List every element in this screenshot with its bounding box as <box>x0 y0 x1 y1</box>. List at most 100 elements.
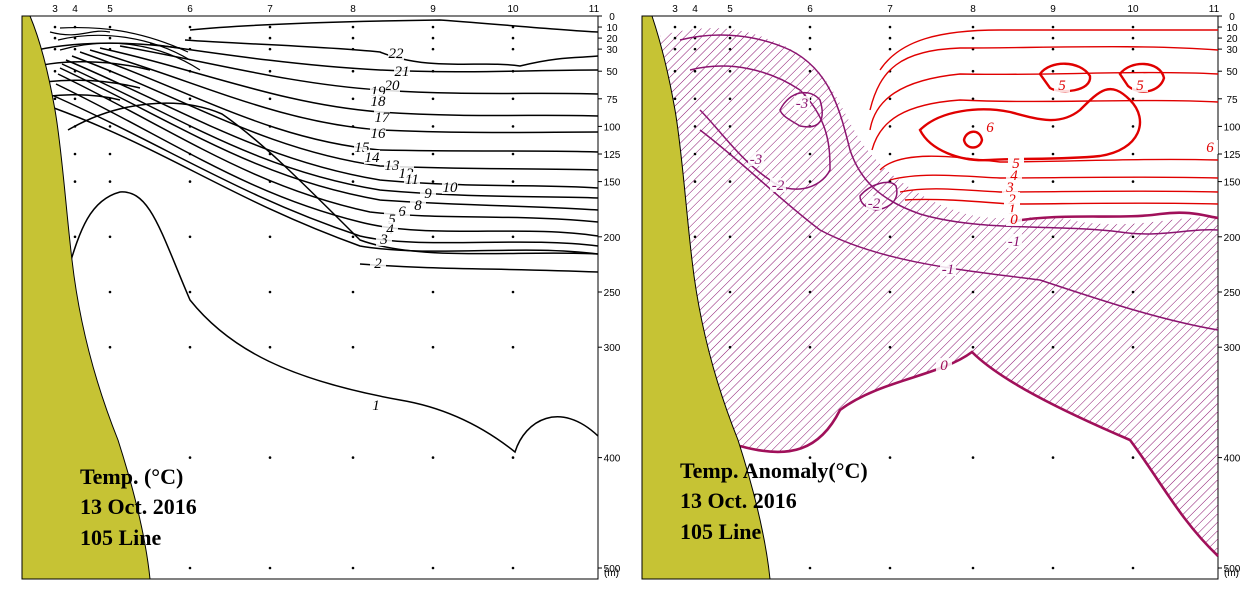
sample-dot <box>1131 180 1135 183</box>
sample-dot <box>1051 456 1055 459</box>
depth-tick-label: 250 <box>604 288 621 299</box>
sample-dot <box>1051 47 1055 51</box>
sample-dot <box>888 47 892 51</box>
depth-tick-label: 75 <box>1226 95 1238 106</box>
sample-dot <box>673 97 677 101</box>
sample-dot <box>728 290 732 294</box>
station-tick-label: 8 <box>350 4 356 15</box>
sample-dot <box>808 25 812 29</box>
sample-dot <box>728 47 732 51</box>
sample-dot <box>888 235 892 239</box>
depth-tick-label: 400 <box>1224 454 1241 465</box>
contour-label: 20 <box>385 78 401 94</box>
depth-unit-label: (m) <box>1224 568 1239 579</box>
sample-dot <box>431 345 435 349</box>
depth-tick-label: 10 <box>1226 23 1238 34</box>
station-tick-label: 6 <box>807 4 813 15</box>
sample-dot <box>351 345 355 349</box>
sample-dot <box>511 290 515 294</box>
depth-tick-label: 200 <box>604 233 621 244</box>
sample-dot <box>1131 235 1135 239</box>
station-sample-dots <box>53 25 515 570</box>
sample-dot <box>673 69 677 73</box>
contour-label: 6 <box>398 204 406 220</box>
sample-dot <box>188 345 192 349</box>
sample-dot <box>1131 25 1135 29</box>
sample-dot <box>108 36 112 40</box>
sample-dot <box>53 69 57 73</box>
sample-dot <box>971 566 975 570</box>
sample-dot <box>73 97 77 101</box>
sample-dot <box>431 235 435 239</box>
upper-zero-anomaly-contour <box>1009 211 1219 224</box>
anomaly-line-label: 105 Line <box>680 519 762 544</box>
sample-dot <box>728 97 732 101</box>
depth-tick-label: 30 <box>606 45 618 56</box>
sample-dot <box>511 180 515 183</box>
contour-label-background <box>940 262 956 276</box>
sample-dot <box>808 152 812 156</box>
temperature-title: Temp. (°C) <box>80 464 183 489</box>
sample-dot <box>511 152 515 156</box>
sample-dot <box>728 235 732 239</box>
depth-tick-label: 20 <box>606 34 618 45</box>
sample-dot <box>971 235 975 239</box>
sample-dot <box>808 566 812 570</box>
depth-tick-label: 400 <box>604 454 621 465</box>
contour-label: -1 <box>1008 234 1021 250</box>
contour-label: 18 <box>371 94 387 110</box>
sample-dot <box>108 345 112 349</box>
sample-dot <box>268 235 272 239</box>
contour-label: 3 <box>1005 180 1014 196</box>
station-axis: 3 4 5 6 7 8 9 10 11 <box>672 4 1219 15</box>
sample-dot <box>268 566 272 570</box>
sample-dot <box>808 345 812 349</box>
contour-label: -2 <box>868 196 881 212</box>
sample-dot <box>431 47 435 51</box>
sample-dot <box>1051 125 1055 128</box>
sample-dot <box>1051 25 1055 29</box>
sample-dot <box>808 69 812 73</box>
sample-dot <box>888 290 892 294</box>
station-tick-label: 6 <box>187 4 193 15</box>
contour-label: 8 <box>414 198 422 214</box>
sample-dot <box>888 456 892 459</box>
contour-label: 5 <box>388 212 396 228</box>
temperature-annotation: Temp. (°C) 13 Oct. 2016 105 Line <box>80 464 197 550</box>
depth-tick-label: 100 <box>604 122 621 133</box>
depth-tick-label: 0 <box>1229 12 1235 23</box>
contour-label: 6 <box>986 120 994 136</box>
contour-label: -2 <box>772 178 785 194</box>
contour-label: 2 <box>374 256 382 272</box>
sample-dot <box>971 290 975 294</box>
station-tick-label: 5 <box>107 4 113 15</box>
sample-dot <box>188 97 192 101</box>
sample-dot <box>728 69 732 73</box>
contour-label: 5 <box>1058 78 1066 94</box>
sample-dot <box>108 152 112 156</box>
sample-dot <box>73 152 77 156</box>
sample-dot <box>808 456 812 459</box>
temperature-contour-bundle-near-coast <box>49 26 201 71</box>
station-tick-label: 9 <box>1050 4 1056 15</box>
sample-dot <box>971 180 975 183</box>
station-tick-label: 4 <box>692 4 698 15</box>
contour-label: 6 <box>1206 140 1214 156</box>
depth-tick-label: 0 <box>609 12 615 23</box>
positive-anomaly-contours <box>869 29 1219 205</box>
contour-label-background <box>370 126 386 140</box>
sample-dot <box>351 456 355 459</box>
contour-label-background <box>384 158 400 172</box>
sample-dot <box>351 69 355 73</box>
temperature-line-label: 105 Line <box>80 525 162 550</box>
sample-dot <box>971 69 975 73</box>
contour-label: 4 <box>1010 168 1018 184</box>
sample-dot <box>971 125 975 128</box>
contour-label: 22 <box>389 46 405 62</box>
contour-label-background <box>936 358 952 372</box>
contour-label-background <box>1202 140 1218 154</box>
sample-dot <box>673 36 677 40</box>
contour-label-background <box>1132 78 1148 92</box>
coastline-left <box>21 15 151 580</box>
